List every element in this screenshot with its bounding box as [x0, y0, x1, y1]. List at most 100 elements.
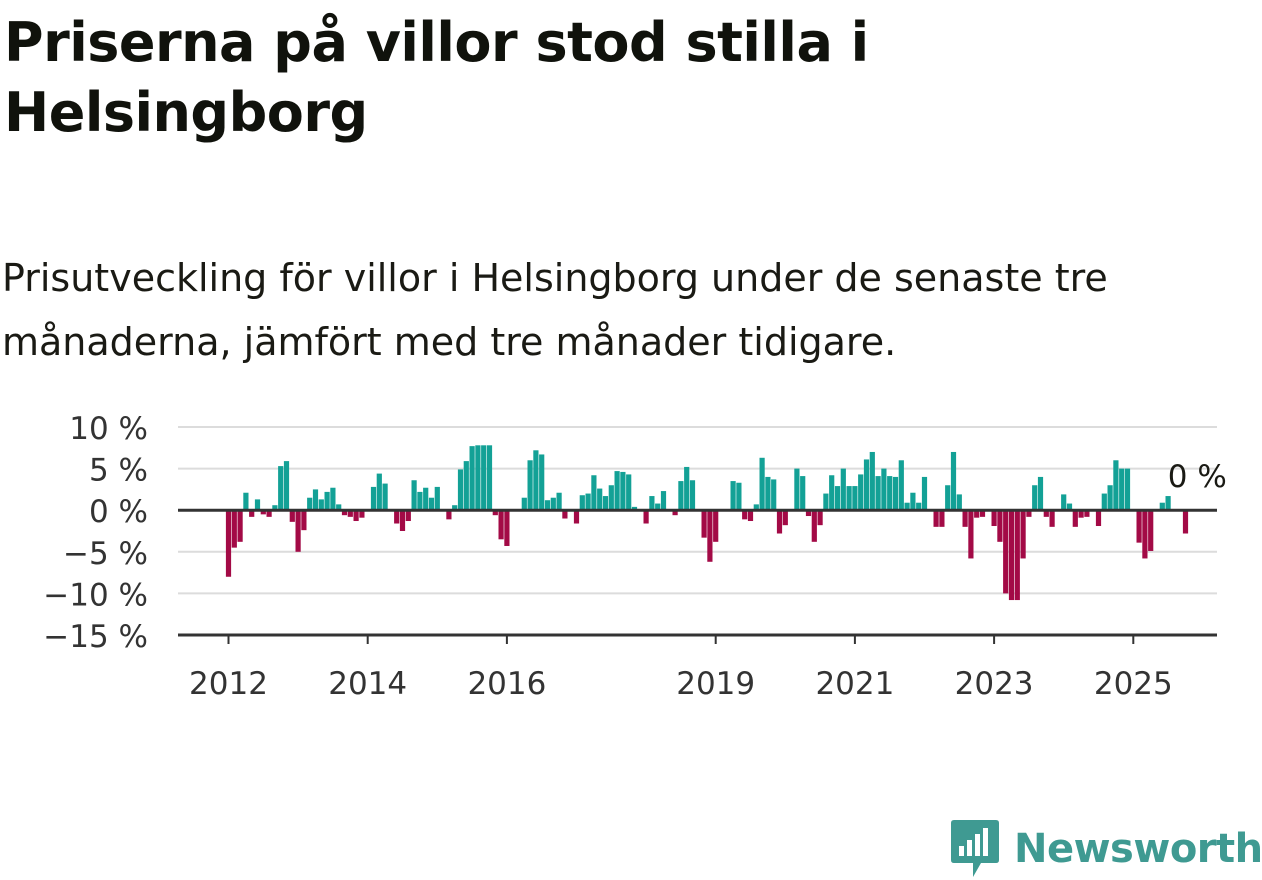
bar [898, 460, 904, 511]
bar [742, 510, 748, 520]
bar [573, 510, 580, 524]
bar [800, 476, 806, 511]
bar [492, 510, 498, 516]
bar [452, 505, 458, 511]
bar [939, 510, 945, 527]
bar [347, 510, 353, 517]
x-tick-label: 2019 [676, 666, 755, 702]
bar [1113, 460, 1119, 511]
bar [486, 445, 493, 511]
bar [608, 485, 614, 511]
bar [237, 510, 243, 542]
newsworthy-logo-icon [951, 820, 999, 877]
bar [539, 454, 545, 511]
bar [254, 499, 261, 511]
x-tick-label: 2012 [189, 666, 268, 702]
y-tick-label: −5 % [63, 536, 148, 572]
bar [457, 469, 464, 511]
bar [283, 461, 290, 511]
bar [771, 479, 777, 511]
bar [904, 502, 910, 511]
bar [504, 510, 510, 546]
bar [852, 486, 858, 511]
bar [968, 510, 974, 559]
bar [475, 445, 481, 511]
x-tick-label: 2016 [467, 666, 546, 702]
bar [945, 485, 951, 511]
bar [875, 476, 881, 511]
bar [272, 505, 278, 511]
bar [979, 510, 986, 517]
bar [1003, 510, 1009, 594]
bar [225, 510, 232, 577]
y-tick-label: 5 % [89, 453, 148, 489]
bar [765, 476, 771, 511]
page-subtitle: Prisutveckling för villor i Helsingborg … [2, 256, 1108, 364]
bar [805, 510, 812, 517]
bar [1026, 510, 1032, 517]
bar [753, 504, 759, 511]
bar [701, 510, 707, 538]
bar [1020, 510, 1026, 559]
bar [411, 480, 417, 511]
bar [1084, 510, 1090, 517]
bar [556, 492, 562, 511]
bar [1182, 510, 1189, 534]
bar [782, 510, 788, 526]
bar [1008, 510, 1015, 601]
bar [684, 466, 690, 511]
bar [747, 510, 754, 522]
bar [405, 510, 411, 522]
bar [544, 500, 551, 511]
bar [660, 491, 667, 511]
bar [295, 510, 301, 552]
price-change-chart: 10 % 5 % 0 % −5 % −10 % −15 % 2012 2014 2016 2019… [43, 411, 1227, 702]
bar [933, 510, 939, 527]
bar [301, 510, 307, 531]
bar [289, 510, 295, 522]
y-tick-label: −10 % [43, 577, 148, 613]
bar [689, 480, 696, 511]
bar [916, 502, 922, 511]
y-tick-label: 0 % [89, 494, 148, 530]
bar [620, 471, 626, 511]
bar [1043, 510, 1049, 517]
bar [428, 497, 435, 511]
bar [672, 510, 678, 516]
bar [858, 474, 864, 511]
bar [678, 481, 684, 511]
bar [997, 510, 1003, 542]
bar [498, 510, 504, 540]
bar [1148, 510, 1154, 551]
bar [829, 475, 835, 511]
bar [423, 487, 429, 511]
bar [521, 497, 527, 511]
bar [759, 457, 765, 511]
bar [1037, 476, 1044, 511]
bar [626, 474, 632, 511]
bar [840, 468, 846, 511]
bar [811, 510, 817, 542]
bar [736, 482, 742, 511]
bar [649, 496, 655, 511]
bar [991, 510, 997, 527]
bar [1061, 494, 1067, 511]
bar [353, 510, 359, 522]
last-value-annotation: 0 % [1168, 459, 1227, 495]
bar [312, 489, 319, 511]
bar [463, 461, 469, 511]
bar [231, 510, 237, 548]
bar [1101, 493, 1107, 511]
newsworthy-logo: Newsworthy [950, 818, 1262, 880]
bar [359, 510, 365, 518]
bar [974, 510, 980, 518]
bar [892, 476, 899, 511]
bar [846, 486, 852, 511]
bar [417, 491, 423, 511]
bar [341, 510, 348, 516]
bar [1049, 510, 1055, 527]
bar [823, 493, 829, 511]
bar [330, 487, 336, 511]
bar [707, 510, 713, 562]
bar [817, 510, 823, 526]
